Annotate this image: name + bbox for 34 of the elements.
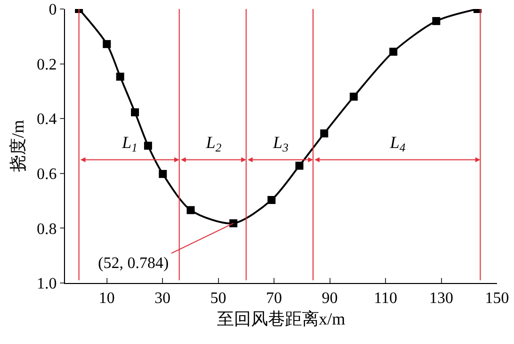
point — [350, 92, 358, 101]
annotation: L$_{3}$ — [272, 133, 288, 155]
point — [186, 206, 195, 214]
annotation: (52, 0.784) — [98, 255, 169, 272]
point — [432, 17, 440, 26]
point — [144, 142, 152, 150]
point — [295, 162, 304, 170]
y-tick-label: 0.2 — [36, 56, 57, 74]
y-tick-label: 0.8 — [36, 220, 57, 238]
x-tick-label: 70 — [266, 290, 282, 308]
y-axis-title: 挠度/m — [8, 120, 28, 172]
point — [116, 72, 124, 81]
x-tick-label: 110 — [374, 290, 398, 308]
x-tick-label: 30 — [154, 290, 171, 308]
point — [320, 129, 328, 138]
x-tick-label: 90 — [322, 290, 338, 308]
x-tick-label: 10 — [98, 290, 115, 308]
point — [102, 40, 111, 48]
point — [158, 170, 167, 178]
point — [130, 108, 139, 116]
annotation: L$_{1}$ — [121, 133, 138, 155]
x-tick-label: 50 — [210, 290, 226, 308]
y-tick-label: 1.0 — [36, 276, 57, 293]
annotation: L$_{2}$ — [205, 133, 222, 155]
y-tick-label: 0.4 — [36, 111, 57, 128]
y-tick-label: 0 — [48, 2, 57, 19]
point — [229, 219, 238, 228]
point — [268, 196, 276, 204]
x-axis-title: 至回风巷距离x/m — [216, 310, 346, 329]
x-tick-label: 150 — [485, 290, 509, 308]
x-tick-label: 130 — [429, 290, 454, 308]
annotation: L$_{4}$ — [389, 133, 406, 155]
point — [389, 48, 398, 56]
y-tick-label: 0.6 — [36, 166, 57, 183]
